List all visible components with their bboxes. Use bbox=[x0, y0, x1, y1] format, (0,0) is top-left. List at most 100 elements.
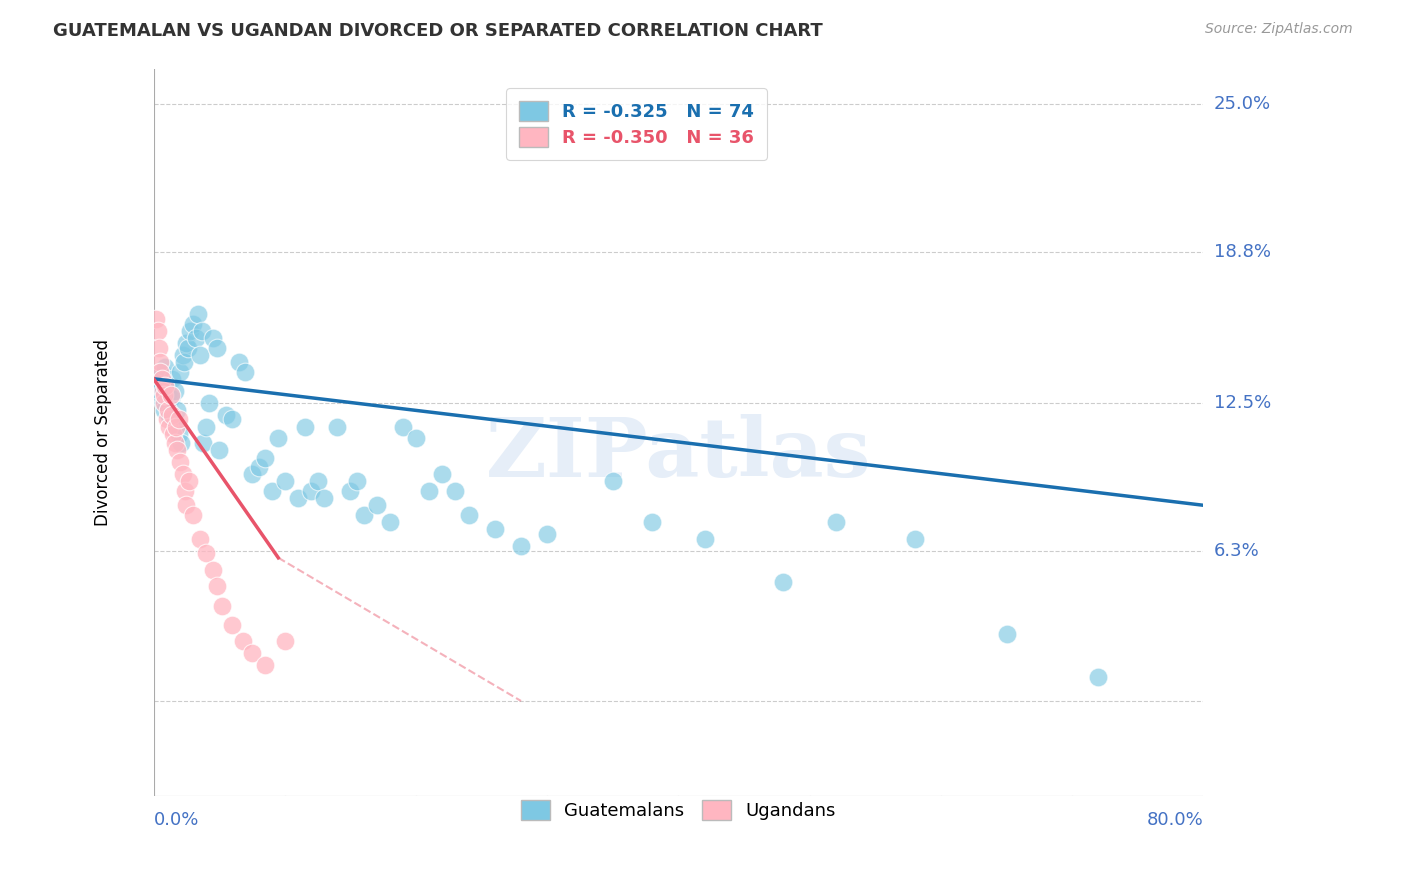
Point bbox=[169, 365, 191, 379]
Point bbox=[159, 391, 181, 405]
Point bbox=[215, 408, 238, 422]
Point bbox=[184, 331, 207, 345]
Point bbox=[188, 532, 211, 546]
Point bbox=[157, 408, 180, 422]
Point bbox=[152, 384, 174, 398]
Point bbox=[346, 475, 368, 489]
Point bbox=[693, 532, 716, 546]
Point bbox=[145, 312, 167, 326]
Point bbox=[221, 617, 243, 632]
Point bbox=[444, 483, 467, 498]
Point bbox=[170, 436, 193, 450]
Point bbox=[904, 532, 927, 546]
Point bbox=[641, 515, 664, 529]
Point bbox=[405, 432, 427, 446]
Point bbox=[149, 365, 172, 379]
Point bbox=[156, 412, 179, 426]
Point bbox=[235, 365, 257, 379]
Point bbox=[166, 402, 188, 417]
Text: ZIPatlas: ZIPatlas bbox=[485, 414, 872, 494]
Point bbox=[274, 634, 297, 648]
Point bbox=[197, 395, 219, 409]
Point bbox=[181, 508, 204, 522]
Point bbox=[157, 419, 180, 434]
Point bbox=[772, 574, 794, 589]
Point bbox=[287, 491, 309, 505]
Point bbox=[153, 388, 176, 402]
Point bbox=[314, 491, 336, 505]
Point bbox=[536, 527, 558, 541]
Point bbox=[177, 341, 200, 355]
Text: 18.8%: 18.8% bbox=[1213, 244, 1271, 261]
Point bbox=[484, 522, 506, 536]
Point bbox=[201, 563, 224, 577]
Point bbox=[353, 508, 375, 522]
Point bbox=[240, 467, 263, 482]
Point bbox=[211, 599, 233, 613]
Point bbox=[167, 426, 190, 441]
Text: 6.3%: 6.3% bbox=[1213, 541, 1260, 559]
Point bbox=[392, 419, 415, 434]
Text: 25.0%: 25.0% bbox=[1213, 95, 1271, 113]
Point bbox=[172, 348, 194, 362]
Text: Divorced or Separated: Divorced or Separated bbox=[94, 339, 112, 526]
Point bbox=[165, 419, 187, 434]
Point bbox=[174, 483, 197, 498]
Text: 12.5%: 12.5% bbox=[1213, 393, 1271, 411]
Point bbox=[146, 379, 169, 393]
Point bbox=[163, 384, 186, 398]
Point bbox=[510, 539, 533, 553]
Point bbox=[260, 483, 283, 498]
Point bbox=[254, 658, 277, 673]
Point bbox=[188, 348, 211, 362]
Point bbox=[155, 379, 177, 393]
Point bbox=[181, 317, 204, 331]
Point bbox=[193, 436, 215, 450]
Point bbox=[339, 483, 361, 498]
Text: 80.0%: 80.0% bbox=[1147, 811, 1204, 829]
Point bbox=[378, 515, 401, 529]
Point bbox=[254, 450, 277, 465]
Point bbox=[146, 324, 169, 338]
Point bbox=[166, 443, 188, 458]
Point bbox=[167, 412, 190, 426]
Point bbox=[187, 307, 209, 321]
Point bbox=[157, 388, 180, 402]
Point bbox=[208, 443, 231, 458]
Point bbox=[176, 336, 198, 351]
Point bbox=[150, 372, 173, 386]
Point bbox=[274, 475, 297, 489]
Point bbox=[160, 408, 183, 422]
Point bbox=[159, 388, 181, 402]
Point bbox=[418, 483, 440, 498]
Point bbox=[995, 627, 1018, 641]
Point bbox=[602, 475, 624, 489]
Point bbox=[179, 324, 201, 338]
Point bbox=[195, 546, 218, 560]
Point bbox=[307, 475, 329, 489]
Point bbox=[150, 365, 173, 379]
Point bbox=[201, 331, 224, 345]
Point bbox=[228, 355, 250, 369]
Legend: Guatemalans, Ugandans: Guatemalans, Ugandans bbox=[513, 793, 844, 828]
Point bbox=[155, 359, 177, 374]
Point bbox=[825, 515, 848, 529]
Point bbox=[162, 426, 184, 441]
Point bbox=[169, 455, 191, 469]
Point bbox=[165, 419, 187, 434]
Point bbox=[177, 475, 200, 489]
Point bbox=[195, 419, 218, 434]
Point bbox=[457, 508, 479, 522]
Point bbox=[162, 412, 184, 426]
Point bbox=[173, 355, 195, 369]
Point bbox=[163, 436, 186, 450]
Point bbox=[172, 467, 194, 482]
Point bbox=[294, 419, 316, 434]
Point bbox=[366, 498, 388, 512]
Point bbox=[152, 395, 174, 409]
Point bbox=[145, 388, 167, 402]
Point bbox=[148, 341, 170, 355]
Text: GUATEMALAN VS UGANDAN DIVORCED OR SEPARATED CORRELATION CHART: GUATEMALAN VS UGANDAN DIVORCED OR SEPARA… bbox=[53, 22, 823, 40]
Point bbox=[1087, 670, 1109, 684]
Text: Source: ZipAtlas.com: Source: ZipAtlas.com bbox=[1205, 22, 1353, 37]
